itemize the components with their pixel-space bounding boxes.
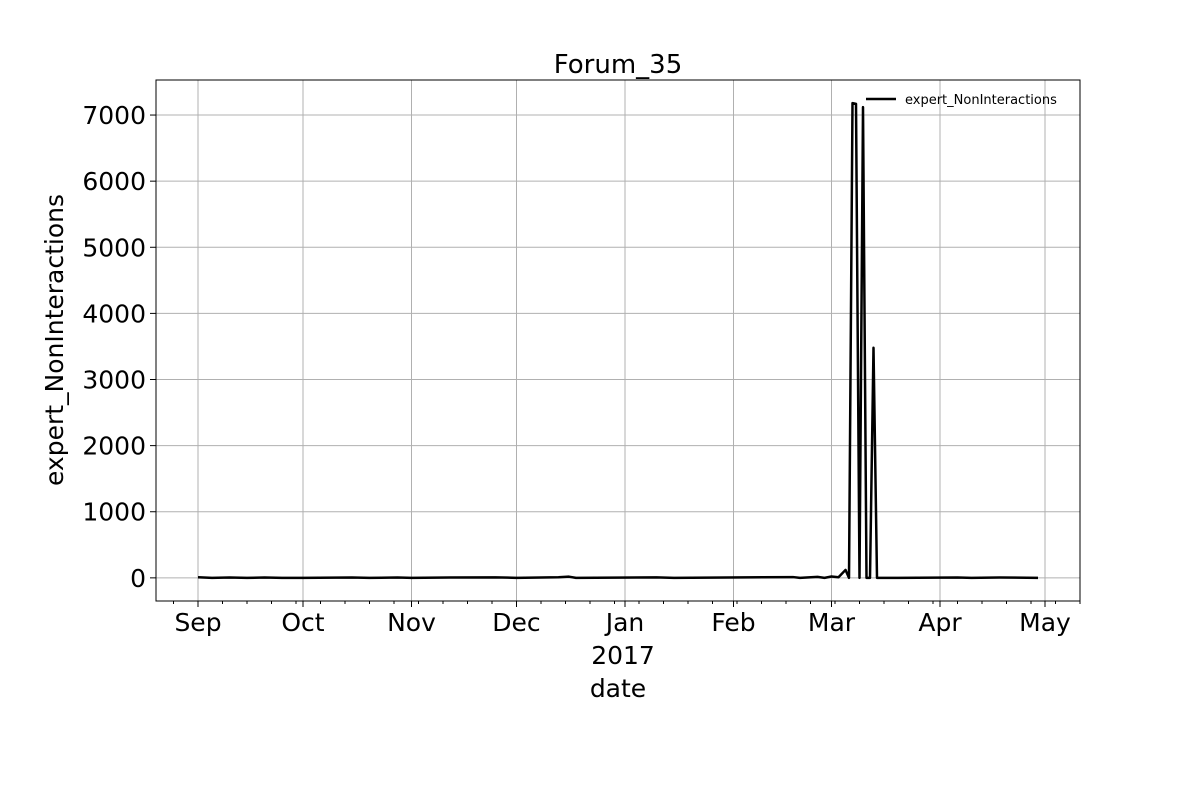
x-tick-label: Feb — [711, 608, 755, 637]
x-tick-label: Oct — [281, 608, 324, 637]
y-tick-label: 5000 — [82, 233, 146, 262]
x-tick-label: Jan — [604, 608, 645, 637]
legend: expert_NonInteractions — [866, 93, 1057, 108]
y-tick-label: 0 — [130, 564, 146, 593]
y-tick-label: 1000 — [82, 498, 146, 527]
x-tick-label: Sep — [174, 608, 221, 637]
y-tick-label: 3000 — [82, 366, 146, 395]
x-tick-label: May — [1019, 608, 1071, 637]
y-axis-title: expert_NonInteractions — [40, 194, 69, 486]
x-tick-label: Nov — [387, 608, 436, 637]
y-tick-label: 4000 — [82, 299, 146, 328]
series-layer — [197, 101, 1039, 580]
year-label: 2017 — [591, 641, 655, 670]
y-tick-label: 6000 — [82, 167, 146, 196]
y-tick-label: 2000 — [82, 432, 146, 461]
x-axis-title: date — [590, 674, 646, 703]
ticks: 0 1000 2000 3000 4000 5000 6000 7000 Sep Oct Nov De… — [82, 101, 1081, 637]
legend-label: expert_NonInteractions — [905, 93, 1057, 108]
x-tick-label: Apr — [918, 608, 962, 637]
x-tick-label: Mar — [808, 608, 856, 637]
y-tick-label: 7000 — [82, 101, 146, 130]
plot-frame — [155, 79, 1081, 602]
grid — [156, 80, 1080, 601]
x-tick-label: Dec — [492, 608, 540, 637]
chart-title: Forum_35 — [554, 50, 683, 80]
series-line — [197, 101, 1039, 580]
